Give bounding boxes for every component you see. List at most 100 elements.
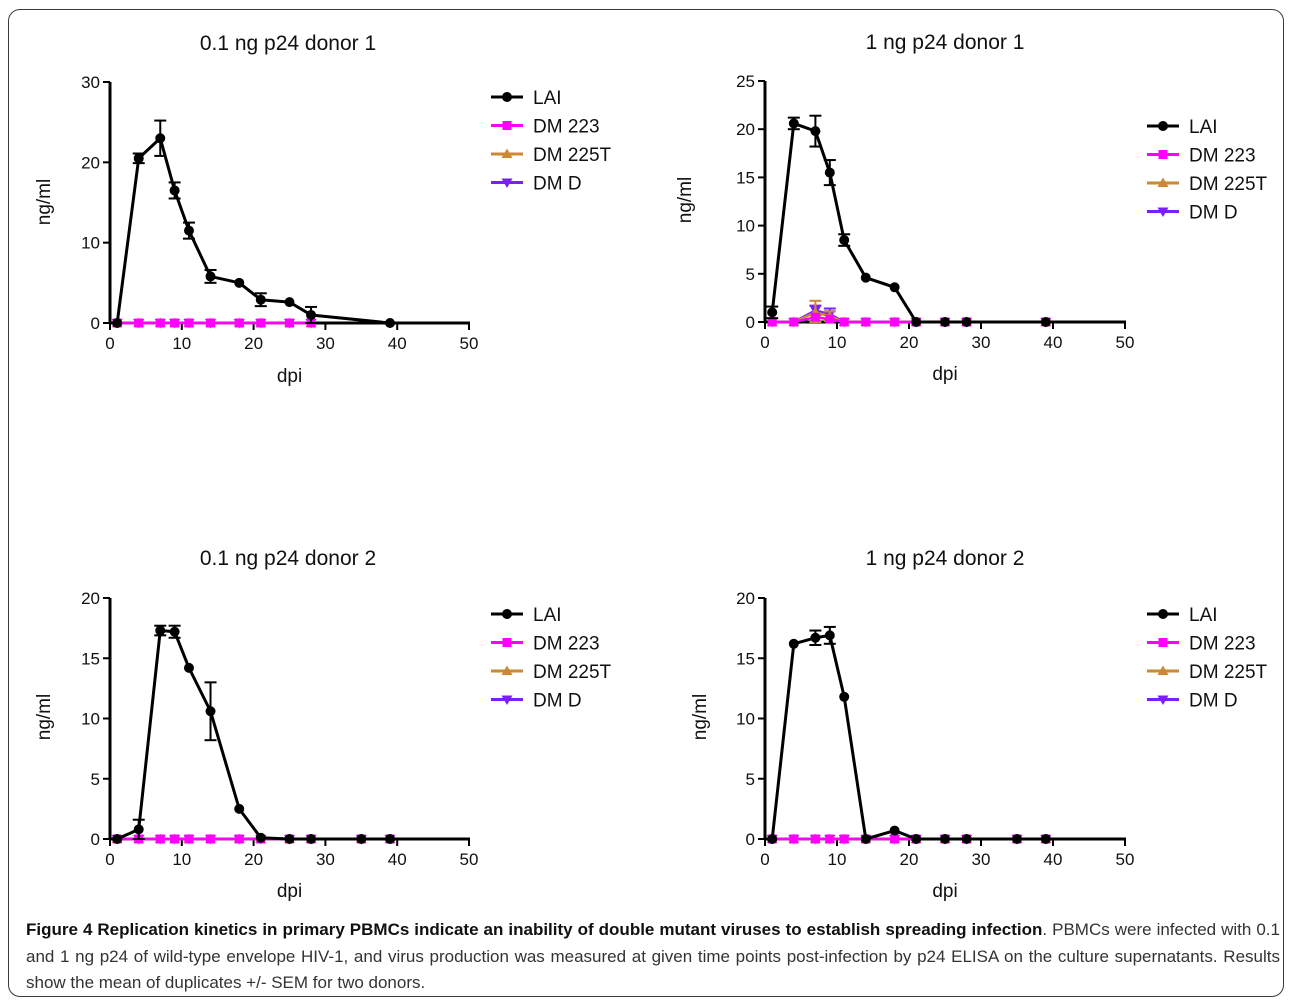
legend-label: LAI — [1189, 117, 1218, 138]
data-point — [788, 118, 799, 129]
x-tick-label: 40 — [388, 334, 407, 353]
x-tick-label: 50 — [1116, 333, 1135, 352]
data-point — [767, 834, 778, 844]
data-point — [940, 834, 950, 844]
y-tick-label: 0 — [91, 314, 100, 333]
legend-marker — [502, 92, 512, 102]
data-point — [1040, 834, 1051, 844]
data-point — [810, 834, 820, 844]
chart-panel-1: 0.1 ng p24 donor 1 0 10 20 30 0 10 20 30 40 50 dpi n… — [34, 32, 612, 387]
legend-label: DM D — [1189, 691, 1238, 712]
y-axis-label: ng/ml — [34, 179, 55, 225]
data-point — [788, 638, 799, 649]
x-tick-label: 50 — [1116, 850, 1135, 869]
legend-marker — [1157, 207, 1169, 217]
data-point — [890, 317, 900, 327]
data-point — [170, 834, 180, 844]
y-tick-label: 25 — [736, 72, 755, 91]
data-point — [767, 317, 777, 327]
data-point — [155, 625, 166, 636]
data-point — [183, 662, 194, 673]
legend-label: DM 223 — [1189, 634, 1256, 655]
legend-label: DM 223 — [533, 117, 600, 138]
data-point — [155, 834, 165, 844]
x-tick-label: 20 — [244, 850, 263, 869]
x-tick-label: 0 — [105, 334, 114, 353]
legend-marker — [1157, 177, 1169, 187]
legend-marker — [1158, 609, 1168, 619]
data-point — [234, 318, 244, 328]
data-point — [133, 153, 144, 164]
legend-marker — [501, 665, 513, 675]
y-tick-label: 0 — [746, 313, 755, 332]
data-point — [184, 318, 194, 328]
data-point — [356, 834, 367, 844]
y-tick-label: 20 — [81, 589, 100, 608]
x-tick-label: 10 — [172, 334, 191, 353]
x-tick-label: 40 — [1044, 333, 1063, 352]
data-point — [255, 832, 266, 843]
data-point — [839, 235, 850, 246]
caption-label: Figure 4 Replication kinetics in primary… — [26, 920, 1043, 939]
x-tick-label: 50 — [460, 850, 479, 869]
data-point — [184, 834, 194, 844]
data-point — [234, 834, 244, 844]
figure-caption: Figure 4 Replication kinetics in primary… — [26, 917, 1280, 997]
data-point — [961, 834, 972, 844]
legend-marker — [501, 695, 513, 705]
data-point — [861, 317, 871, 327]
legend-label: DM 225T — [1189, 174, 1268, 195]
x-tick-label: 30 — [972, 333, 991, 352]
x-tick-label: 50 — [460, 334, 479, 353]
chart-title: 1 ng p24 donor 1 — [866, 31, 1025, 54]
y-tick-label: 20 — [81, 153, 100, 172]
y-tick-label: 15 — [736, 649, 755, 668]
legend-marker — [1158, 121, 1168, 131]
data-point — [284, 834, 295, 844]
x-tick-label: 0 — [760, 333, 769, 352]
data-point — [284, 297, 295, 308]
data-point — [810, 126, 821, 137]
x-tick-label: 20 — [900, 850, 919, 869]
data-point — [255, 294, 266, 305]
legend-marker — [1157, 695, 1169, 705]
series-lai — [112, 624, 396, 844]
x-tick-label: 20 — [900, 333, 919, 352]
data-point — [810, 312, 820, 322]
x-tick-label: 30 — [316, 850, 335, 869]
data-point — [169, 185, 180, 196]
legend-label: DM D — [533, 174, 582, 195]
data-point — [234, 803, 245, 814]
figure-frame — [8, 9, 1284, 997]
legend-label: LAI — [533, 605, 562, 626]
legend-label: DM 225T — [1189, 662, 1268, 683]
chart-title: 1 ng p24 donor 2 — [866, 547, 1025, 570]
legend-marker — [501, 148, 513, 158]
series-dm-223 — [112, 318, 316, 328]
x-tick-label: 30 — [972, 850, 991, 869]
y-tick-label: 20 — [736, 120, 755, 139]
data-point — [860, 834, 871, 844]
series-line — [770, 121, 1046, 324]
x-tick-label: 0 — [760, 850, 769, 869]
series-lai — [112, 119, 396, 328]
x-tick-label: 10 — [828, 850, 847, 869]
data-point — [824, 167, 835, 178]
data-point — [285, 318, 294, 328]
legend: LAI DM 223 DM 225T DM D — [491, 88, 612, 195]
data-point — [205, 271, 216, 282]
x-tick-label: 0 — [105, 850, 114, 869]
data-point — [911, 317, 922, 327]
y-tick-label: 5 — [91, 770, 100, 789]
chart-panel-3: 0.1 ng p24 donor 2 0 5 10 15 20 0 10 20 30 40 50 dpi… — [34, 547, 612, 902]
data-point — [825, 314, 835, 324]
data-point — [256, 318, 266, 328]
x-axis-label: dpi — [277, 366, 302, 387]
data-point — [961, 317, 972, 327]
data-point — [767, 307, 778, 318]
x-axis-label: dpi — [932, 364, 957, 385]
data-point — [155, 318, 165, 328]
data-point — [889, 825, 900, 836]
series-lai — [766, 114, 1051, 327]
